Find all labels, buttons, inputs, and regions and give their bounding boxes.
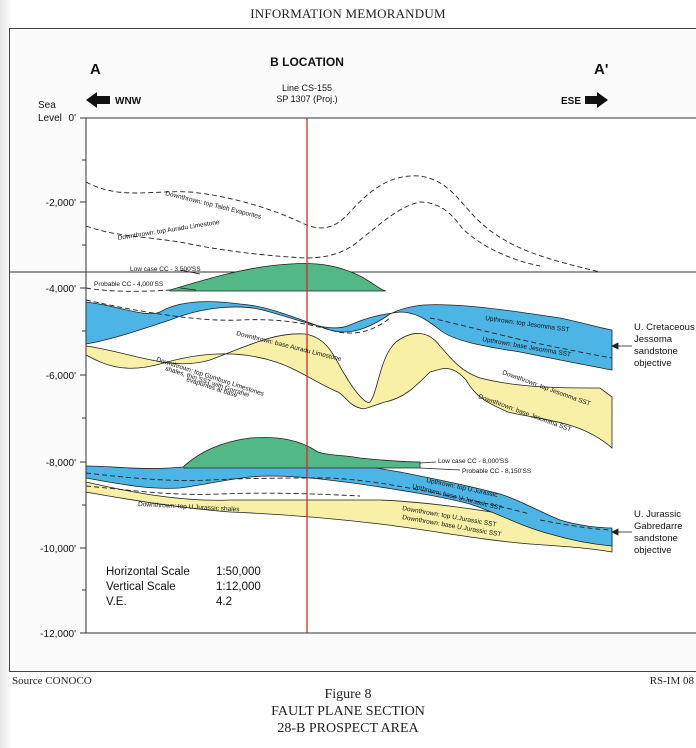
obj-cretaceous-4: objective <box>634 358 672 369</box>
horizon-lower-base <box>85 485 361 497</box>
obj-jurassic-3: sandstone <box>634 533 678 544</box>
tick-label-4000: -4,000' <box>46 284 76 295</box>
caption-line-1: FAULT PLANE SECTION <box>271 704 425 719</box>
horizon-lower-mid <box>85 472 531 515</box>
left-end-label: A <box>90 61 101 78</box>
ann-low-case-lower: Low case CC - 8,000'SS <box>438 458 509 465</box>
ann-low-case-upper: Low case CC - 3,500'SS <box>130 266 201 273</box>
obj-jurassic-2: Gabredarre <box>634 521 683 532</box>
ve-label: V.E. <box>106 596 127 608</box>
v-scale-value: 1:12,000 <box>216 581 261 593</box>
obj-jurassic-1: U. Jurassic <box>634 509 681 520</box>
header-title: INFORMATION MEMORANDUM <box>250 6 446 21</box>
horizon-probable-upper <box>85 287 171 292</box>
arrow-right-icon <box>585 92 608 108</box>
sp-label: SP 1307 (Proj.) <box>276 94 337 104</box>
obj-cretaceous-1: U. Cretaceous <box>634 322 695 333</box>
tick-label-6000: -6,000' <box>46 371 76 382</box>
horizon-top-taleh <box>85 175 601 273</box>
tick-label-0: 0' <box>69 113 77 124</box>
axis-sea-label: Sea <box>38 100 56 111</box>
upper-closure <box>169 263 387 292</box>
probable-lower-pointer <box>419 467 461 471</box>
upper-yellow-unit <box>85 333 613 449</box>
tick-label-12000: -12,000' <box>40 629 76 640</box>
reference-code: RS-IM 08 <box>649 675 694 687</box>
lower-yellow-unit <box>85 481 613 553</box>
right-end-label: A' <box>594 61 608 78</box>
cretaceous-arrow-icon <box>611 342 619 350</box>
h-scale-label: Horizontal Scale <box>106 566 190 578</box>
ve-value: 4.2 <box>216 596 232 608</box>
horizon-jesomma-up <box>429 317 613 359</box>
horizon-lower-right <box>539 519 613 531</box>
ann-probable-lower: Probable CC - 8,150'SS <box>462 468 532 475</box>
jurassic-arrow-icon <box>611 528 619 536</box>
lower-closure <box>183 437 421 469</box>
tick-label-8000: -8,000' <box>46 458 76 469</box>
horizon-top-auradu <box>85 201 541 267</box>
tick-label-10000: -10,000' <box>40 544 76 555</box>
v-scale-label: Vertical Scale <box>106 581 176 593</box>
low-case-upper-pointer <box>179 269 201 275</box>
axis-level-label: Level <box>38 113 62 124</box>
h-scale-value: 1:50,000 <box>216 566 261 578</box>
obj-jurassic-4: objective <box>634 545 672 556</box>
figure-number: Figure 8 <box>324 687 372 702</box>
low-case-lower-pointer <box>419 461 437 464</box>
obj-cretaceous-3: sandstone <box>634 346 678 357</box>
arrow-left-icon <box>86 92 110 108</box>
upper-blue-sandstone <box>85 301 613 371</box>
caption-line-2: 28-B PROSPECT AREA <box>277 721 419 736</box>
tick-label-2000: -2,000' <box>46 198 76 209</box>
right-direction-label: ESE <box>561 96 581 107</box>
line-label: Line CS-155 <box>282 83 332 93</box>
section-title: B LOCATION <box>270 55 344 69</box>
probable-upper-pointer <box>179 287 197 291</box>
left-direction-label: WNW <box>115 96 142 107</box>
horizon-base-auradu-a <box>85 299 391 334</box>
ann-probable-upper: Probable CC - 4,000'SS <box>94 281 164 288</box>
obj-cretaceous-2: Jessoma <box>634 334 673 345</box>
source-label: Source CONOCO <box>12 675 92 687</box>
